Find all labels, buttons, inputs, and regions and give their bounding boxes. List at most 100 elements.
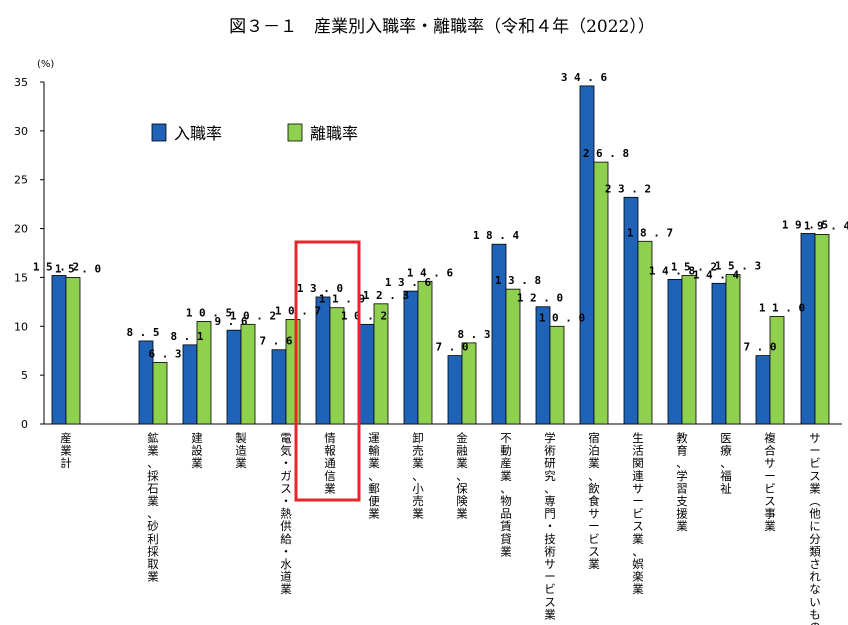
bar-entry-rate [51, 275, 67, 425]
data-label: 9 . 6 [214, 315, 247, 328]
data-label: 1 0 . 2 [230, 309, 276, 322]
data-label: 1 1 . 0 [759, 302, 805, 315]
data-label: 8 . 5 [126, 326, 159, 339]
value-labels: 1 5 . 21 5 . 08 . 56 . 38 . 11 0 . 59 . … [33, 71, 848, 361]
data-label: 1 3 . 8 [495, 274, 541, 287]
bars [51, 85, 830, 425]
data-label: 1 2 . 0 [517, 292, 563, 305]
bar-separation-rate [505, 288, 521, 425]
bar-entry-rate [403, 290, 419, 425]
bar-entry-rate [800, 233, 816, 425]
chart-title: 図３－１ 産業別入職率・離職率（令和４年（2022）） [229, 17, 655, 37]
data-label: 1 1 . 9 [319, 293, 365, 306]
data-label: 1 0 . 5 [186, 306, 232, 319]
data-label: 1 9 . 5 [782, 218, 828, 231]
data-label: 1 9 . 4 [804, 219, 848, 232]
legend-swatch [151, 123, 167, 142]
bar-entry-rate [579, 85, 595, 425]
data-label: 1 5 . 2 [33, 260, 79, 273]
category-label: 卸売業、小売業 [412, 431, 424, 521]
bar-separation-rate [417, 280, 433, 425]
bar-entry-rate [226, 329, 242, 425]
category-label: 情報通信業 [324, 431, 336, 495]
bar-entry-rate [359, 323, 375, 425]
data-label: 1 8 . 4 [473, 229, 520, 242]
data-label: 1 5 . 0 [55, 262, 101, 275]
category-label: 運輸業、郵便業 [368, 431, 380, 521]
bar-separation-rate [329, 307, 345, 425]
data-label: 1 3 . 0 [297, 282, 343, 295]
y-tick-label: 15 [14, 271, 28, 284]
bar-entry-rate [491, 243, 507, 425]
data-label: 7 . 6 [259, 335, 292, 348]
bar-separation-rate [681, 275, 697, 425]
bar-separation-rate [769, 316, 785, 425]
data-label: 1 4 . 4 [693, 268, 740, 281]
data-label: 3 4 . 6 [561, 71, 608, 84]
bar-separation-rate [65, 277, 81, 425]
data-label: 1 3 . 6 [385, 276, 432, 289]
category-label: 学術研究、専門・技術サービス業 [544, 431, 556, 621]
bar-separation-rate [373, 303, 389, 425]
y-tick-label: 5 [21, 369, 28, 382]
category-label: 生活関連サービス業、娯楽業 [632, 431, 644, 596]
category-label: 教育、学習支援業 [676, 431, 688, 533]
y-tick-label: 30 [14, 125, 28, 138]
category-label: 宿泊業、飲食サービス業 [588, 431, 600, 571]
category-label: 建設業 [191, 431, 203, 470]
category-label: 金融業、保険業 [456, 431, 468, 521]
category-label: 製造業 [235, 431, 247, 470]
data-label: 8 . 1 [170, 330, 203, 343]
legend-label: 入職率 [174, 124, 222, 143]
y-tick-label: 0 [21, 418, 28, 431]
bar-separation-rate [725, 274, 741, 425]
category-label: 鉱業、採石業、砂利採取業 [147, 431, 159, 584]
data-label: 7 . 0 [743, 341, 776, 354]
y-tick-label: 35 [14, 76, 28, 89]
axes: 0 5 10 15 20 25 30 35 [14, 76, 842, 431]
data-label: 1 5 . 3 [715, 259, 761, 272]
data-label: 8 . 3 [457, 328, 490, 341]
bar-separation-rate [461, 342, 477, 425]
category-label: 電気・ガス・熱供給・水道業 [280, 431, 292, 596]
data-label: 6 . 3 [148, 347, 181, 360]
bar-separation-rate [593, 161, 609, 425]
bar-entry-rate [667, 278, 683, 425]
bar-entry-rate [755, 355, 771, 425]
data-label: 1 0 . 7 [275, 304, 321, 317]
bar-entry-rate [535, 306, 551, 425]
category-label: 複合サービス事業 [764, 431, 776, 533]
y-axis-unit: (%) [37, 59, 54, 70]
data-label: 1 5 . 2 [671, 260, 717, 273]
category-label: 産業計 [60, 431, 72, 470]
bar-separation-rate [152, 362, 168, 425]
y-tick-label: 25 [14, 174, 28, 187]
bar-separation-rate [637, 240, 653, 425]
data-label: 1 2 . 3 [363, 289, 409, 302]
data-label: 1 0 . 2 [341, 309, 387, 322]
data-label: 1 4 . 6 [407, 266, 454, 279]
legend-label: 離職率 [310, 124, 358, 143]
legend-swatch [287, 123, 303, 142]
bar-entry-rate [182, 344, 198, 425]
highlight-rectangle [294, 240, 361, 502]
data-label: 1 4 . 8 [649, 264, 695, 277]
data-label: 7 . 0 [435, 341, 468, 354]
bar-separation-rate [549, 325, 565, 425]
y-tick-label: 20 [14, 223, 28, 236]
bar-separation-rate [196, 320, 212, 425]
data-label: 1 8 . 7 [627, 226, 673, 239]
category-label: 医療、福祉 [720, 431, 732, 495]
bar-entry-rate [447, 355, 463, 425]
data-label: 2 3 . 2 [605, 182, 651, 195]
data-label: 1 0 . 0 [539, 311, 585, 324]
category-label: サービス業︵他に分類されないもの︶ [809, 431, 821, 625]
highlight-box [294, 240, 361, 502]
bar-separation-rate [814, 234, 830, 425]
bar-separation-rate [240, 323, 256, 425]
data-label: 2 6 . 8 [583, 147, 629, 160]
legend: 入職率 離職率 [151, 123, 358, 143]
bar-entry-rate [271, 349, 287, 425]
bar-entry-rate [711, 282, 727, 425]
